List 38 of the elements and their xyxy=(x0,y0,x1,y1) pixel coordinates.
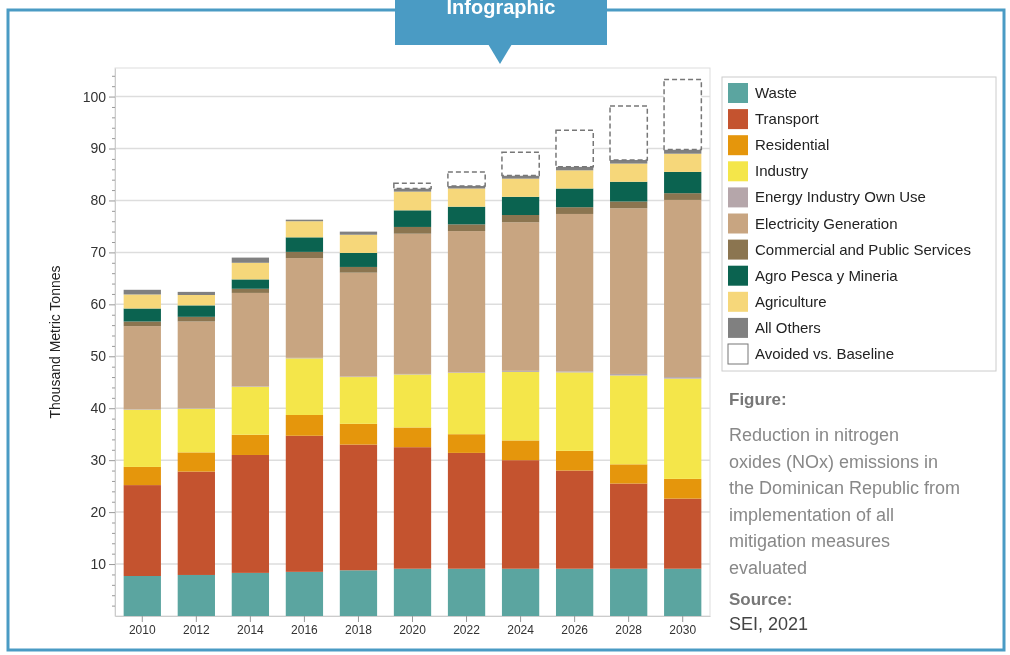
legend-label: Waste xyxy=(755,84,797,101)
y-tick-label: 30 xyxy=(90,452,107,469)
x-tick-label: 2016 xyxy=(291,622,319,637)
x-tick-label: 2018 xyxy=(345,622,373,637)
legend-label: Industry xyxy=(755,162,809,180)
x-tick-label: 2012 xyxy=(182,622,210,637)
x-tick-label: 2020 xyxy=(399,622,427,637)
x-tick-label: 2022 xyxy=(453,622,481,637)
x-tick-label: 2014 xyxy=(237,622,265,637)
x-tick-label: 2010 xyxy=(128,622,156,637)
x-tick-label: 2030 xyxy=(669,622,697,637)
legend-label: Agriculture xyxy=(755,292,827,310)
y-axis-title: Thousand Metric Tonnes xyxy=(47,265,63,419)
text: Figure: xyxy=(729,390,787,409)
legend-label: Commercial and Public Services xyxy=(755,240,971,258)
legend-label: Avoided vs. Baseline xyxy=(755,345,894,362)
x-tick-label: 2024 xyxy=(507,622,535,637)
y-tick-label: 100 xyxy=(82,88,107,105)
y-tick-label: 70 xyxy=(90,244,107,261)
y-tick-label: 40 xyxy=(90,400,107,417)
y-tick-label: 50 xyxy=(90,348,107,365)
legend-label: Transport xyxy=(755,110,820,128)
legend-label: Residential xyxy=(755,136,830,154)
x-tick-label: 2028 xyxy=(615,622,643,637)
text: SEI, 2021 xyxy=(729,614,809,634)
legend-label: Energy Industry Own Use xyxy=(755,188,926,206)
y-tick-label: 10 xyxy=(90,556,107,573)
legend-label: Agro Pesca y Mineria xyxy=(755,266,899,284)
y-tick-label: 20 xyxy=(90,504,107,521)
source-note: Source: xyxy=(729,590,793,609)
y-tick-label: 60 xyxy=(90,296,107,313)
legend-label: Electricity Generation xyxy=(755,214,898,232)
y-tick-label: 90 xyxy=(90,140,107,157)
x-tick-label: 2026 xyxy=(561,622,589,637)
chart-title: Infographic xyxy=(446,0,556,18)
text: Reduction in nitrogen oxides (NOx) emissions in the Dominican Republic from implementation of all mitigation measures evaluated xyxy=(729,425,961,578)
y-tick-label: 80 xyxy=(90,192,107,209)
legend-label: All Others xyxy=(755,318,821,336)
